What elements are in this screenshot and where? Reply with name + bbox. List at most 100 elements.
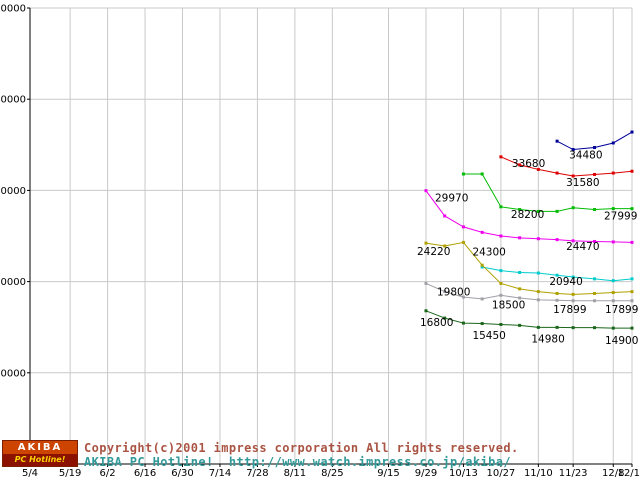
series-magenta-point [424, 189, 428, 193]
series-olive-point [593, 291, 597, 295]
series-green-point [593, 208, 597, 212]
series-magenta-point [571, 239, 575, 243]
value-label: 17899 [605, 304, 638, 316]
series-gray-point [536, 298, 540, 302]
x-tick-label: 12/15 [618, 468, 640, 479]
series-red-line [500, 156, 633, 177]
series-magenta-point [611, 240, 615, 244]
series-cyan-point [555, 273, 559, 277]
series-magenta-point [443, 214, 447, 218]
value-label: 31580 [566, 177, 599, 189]
series-olive-point [536, 290, 540, 294]
value-label: 27999 [604, 211, 637, 223]
series-olive-point [480, 263, 484, 267]
series-gray-point [593, 299, 597, 303]
y-tick-label: 50000 [0, 4, 26, 15]
series-gray-point [518, 296, 522, 300]
series-olive-point [424, 241, 428, 245]
series-red-point [630, 169, 634, 173]
series-olive-point [555, 291, 559, 295]
series-red-point [518, 163, 522, 167]
series-gray-line [425, 282, 632, 302]
y-tick-label: 30000 [0, 186, 26, 197]
series-darkgreen [424, 309, 634, 330]
series-red-point [555, 171, 559, 175]
value-label: 24220 [417, 246, 450, 258]
series-navy-point [555, 139, 559, 143]
site-url-text: AKIBA PC Hotline! http://www.watch.impre… [84, 455, 511, 469]
series-red-point [499, 155, 503, 159]
value-label: 20940 [549, 276, 582, 288]
x-tick-label: 12/8 [602, 468, 624, 479]
series-green-point [571, 206, 575, 210]
x-tick-label: 9/29 [415, 468, 437, 479]
series-gray-point [555, 298, 559, 302]
series-darkgreen-point [555, 325, 559, 329]
copyright-text: Copyright(c)2001 impress corporation All… [84, 441, 519, 455]
series-magenta-point [630, 240, 634, 244]
series-navy-point [611, 141, 615, 145]
series-olive-point [461, 240, 465, 244]
value-label: 33680 [512, 158, 545, 170]
series-darkgreen-point [424, 309, 428, 313]
series-cyan-point [611, 279, 615, 283]
series-green-point [461, 172, 465, 176]
series-green [461, 172, 634, 213]
series-olive-line [425, 241, 633, 295]
series-gray-point [611, 299, 615, 303]
series-darkgreen-point [461, 321, 465, 325]
series-olive-point [571, 292, 575, 296]
series-darkgreen-point [611, 326, 615, 330]
series-gray-point [499, 293, 503, 297]
series-green-point [611, 207, 615, 211]
series-red-point [536, 167, 540, 171]
y-tick-label: 20000 [0, 277, 26, 288]
x-tick-label: 6/2 [100, 468, 116, 479]
series-olive-point [630, 290, 634, 294]
series-magenta-point [536, 237, 540, 241]
series-red-point [593, 172, 597, 176]
x-tick-label: 5/19 [59, 468, 81, 479]
value-label: 18500 [492, 299, 525, 311]
series-darkgreen-point [536, 325, 540, 329]
value-label: 34480 [569, 150, 602, 162]
chart-gridlines [29, 7, 633, 464]
series-olive-point [611, 291, 615, 295]
series-red-point [611, 171, 615, 175]
series-magenta [424, 189, 634, 244]
series-darkgreen-line [425, 310, 632, 329]
value-labels: 29970 24220 24300 28200 27999 33680 34480 31580… [417, 150, 638, 348]
series-magenta-point [480, 230, 484, 234]
series-darkgreen-point [480, 322, 484, 326]
akiba-logo: AKIBA PC Hotline! [2, 440, 78, 467]
x-tick-label: 7/14 [209, 468, 231, 479]
series-green-point [480, 172, 484, 176]
series-navy-point [571, 148, 575, 152]
y-tick-label: 10000 [0, 368, 26, 379]
x-tick-label: 8/25 [321, 468, 343, 479]
series-gray-point [461, 295, 465, 299]
series-navy [555, 130, 634, 152]
series-cyan-point [499, 269, 503, 273]
series-gray-point [480, 297, 484, 301]
x-tick-label: 10/27 [486, 468, 515, 479]
y-tick-label: 40000 [0, 95, 26, 106]
series-navy-point [593, 146, 597, 150]
series-cyan-point [630, 277, 634, 281]
value-label: 16800 [420, 317, 453, 329]
series-olive-point [443, 244, 447, 248]
series-darkgreen-point [630, 326, 634, 330]
axis-labels: 10000 20000 30000 40000 50000 5/4 5/19 6/2 6/16 6… [0, 4, 640, 480]
series-olive-point [499, 281, 503, 285]
value-label: 19800 [437, 286, 470, 298]
x-tick-label: 11/10 [524, 468, 553, 479]
series-darkgreen-point [593, 326, 597, 330]
series-green-point [536, 209, 540, 213]
x-tick-label: 6/16 [134, 468, 156, 479]
series-gray-point [424, 281, 428, 285]
series-magenta-point [555, 238, 559, 242]
series-magenta-point [461, 225, 465, 229]
x-tick-label: 10/13 [449, 468, 478, 479]
series-gray-point [443, 290, 447, 294]
